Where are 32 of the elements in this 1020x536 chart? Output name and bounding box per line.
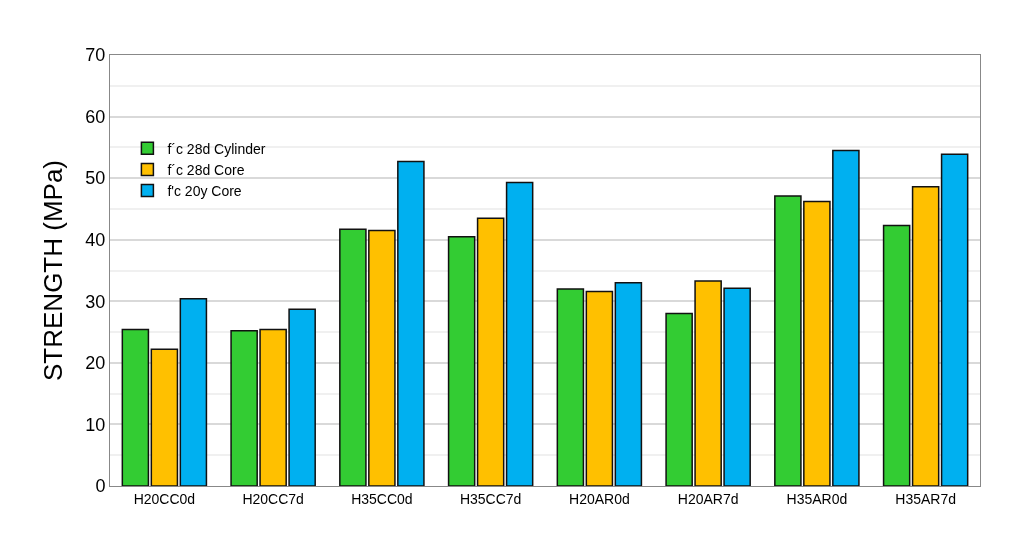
- y-tick-label: 20: [85, 353, 106, 374]
- y-tick-label: 10: [85, 414, 106, 435]
- bar: [150, 348, 179, 486]
- bar: [121, 328, 150, 486]
- y-axis-title: STRENGTH (MPa): [37, 160, 68, 381]
- bar: [505, 181, 534, 486]
- x-tick-label: H35CC7d: [459, 490, 522, 507]
- bar: [447, 235, 476, 486]
- bar: [585, 290, 614, 486]
- y-tick-label: 0: [95, 476, 106, 497]
- y-tick-label: 50: [85, 168, 106, 189]
- legend-label: f'c 20y Core: [167, 183, 242, 200]
- bar: [476, 217, 505, 486]
- y-tick-label: 40: [85, 230, 106, 251]
- bar: [556, 288, 585, 486]
- x-tick-label: H20CC7d: [242, 490, 304, 507]
- y-tick-label: 30: [85, 291, 106, 312]
- x-tick-label: H35AR7d: [895, 490, 956, 507]
- x-tick-label: H20AR7d: [677, 490, 739, 507]
- bar: [940, 153, 969, 486]
- bar: [614, 282, 643, 486]
- bar: [882, 224, 911, 486]
- x-tick-label: H35CC0d: [351, 490, 413, 507]
- x-tick-label: H20AR0d: [569, 490, 630, 507]
- legend-label: f´c 28d Core: [167, 161, 245, 178]
- y-tick-label: 70: [85, 45, 106, 66]
- bar: [911, 186, 940, 486]
- bar: [179, 298, 208, 486]
- x-tick-label: H35AR0d: [786, 490, 848, 507]
- y-tick-label: 60: [85, 106, 106, 127]
- x-tick-label: H20CC0d: [133, 490, 196, 507]
- legend-label: f´c 28d Cylinder: [167, 140, 266, 157]
